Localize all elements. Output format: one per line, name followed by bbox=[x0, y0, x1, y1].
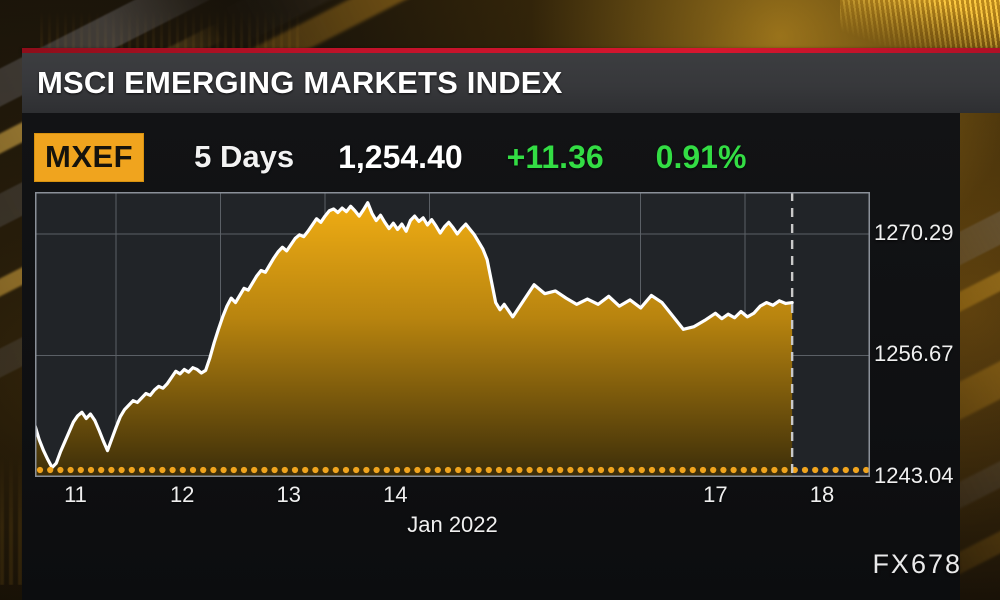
x-axis-tick-label: 12 bbox=[169, 482, 195, 507]
price-chart[interactable] bbox=[35, 192, 870, 477]
x-axis-tick-label: 17 bbox=[703, 482, 728, 507]
x-axis-tick-label: 14 bbox=[383, 482, 408, 507]
quote-row: MXEF 5 Days 1,254.40 +11.36 0.91% bbox=[22, 128, 882, 186]
page-title: MSCI EMERGING MARKETS INDEX bbox=[37, 65, 563, 100]
price-area-fill bbox=[36, 202, 793, 476]
range-label[interactable]: 5 Days bbox=[194, 139, 295, 174]
percent-change: 0.91% bbox=[655, 138, 747, 175]
y-axis-tick-label: 1270.29 bbox=[874, 220, 954, 245]
x-axis-tick-label: 18 bbox=[809, 482, 835, 507]
plot-border bbox=[35, 192, 870, 477]
y-axis-tick-label: 1243.04 bbox=[874, 463, 954, 488]
baseline-dot-row bbox=[36, 466, 870, 474]
price-line bbox=[36, 201, 794, 470]
watermark: FX678 bbox=[872, 549, 962, 579]
x-axis-tick-label: 11 bbox=[64, 482, 87, 507]
x-axis-tick-label: 13 bbox=[276, 482, 302, 507]
chart-canvas bbox=[35, 192, 870, 477]
net-change: +11.36 bbox=[506, 138, 604, 175]
ticker-badge[interactable]: MXEF bbox=[34, 132, 145, 182]
x-axis-title: Jan 2022 bbox=[407, 512, 498, 537]
background-fringe-texture bbox=[840, 0, 1000, 54]
accent-rule bbox=[22, 48, 1000, 53]
title-bar: MSCI EMERGING MARKETS INDEX bbox=[22, 53, 1000, 113]
y-axis-tick-label: 1256.67 bbox=[874, 341, 954, 367]
last-price: 1,254.40 bbox=[338, 138, 463, 175]
y-axis-labels: 1243.04 1256.67 1270.29 bbox=[874, 192, 994, 488]
x-axis-labels: 11 12 13 14 17 18 bbox=[35, 482, 870, 512]
